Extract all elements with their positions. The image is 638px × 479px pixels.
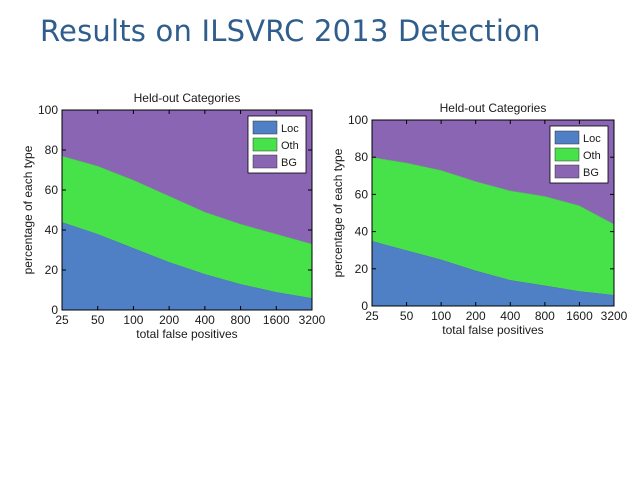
area-loc (62, 222, 312, 310)
legend-swatch-loc (554, 130, 580, 145)
y-tick-label: 0 (51, 303, 58, 317)
x-tick-label: 3200 (299, 313, 326, 327)
y-axis-label: percentage of each type (331, 148, 345, 277)
x-tick-label: 100 (123, 313, 143, 327)
x-tick-label: 50 (91, 313, 105, 327)
plot-frame (371, 119, 615, 307)
x-tick-label: 100 (431, 309, 451, 323)
x-tick-label: 400 (195, 313, 215, 327)
slide-title: Results on ILSVRC 2013 Detection (40, 14, 541, 48)
x-tick-label: 200 (159, 313, 179, 327)
legend-label-bg: BG (281, 157, 297, 169)
legend-swatch-oth (554, 147, 580, 162)
x-tick-label: 400 (500, 309, 520, 323)
y-tick-label: 80 (45, 143, 59, 157)
x-tick-label: 800 (535, 309, 555, 323)
legend-label-loc: Loc (583, 133, 601, 145)
x-tick-label: 25 (365, 309, 379, 323)
area-oth (62, 156, 312, 298)
x-axis-label: total false positives (136, 327, 237, 341)
x-tick-label: 3200 (601, 309, 628, 323)
chart-title: Held-out Categories (440, 101, 547, 115)
legend-swatch-oth (252, 137, 278, 152)
x-tick-label: 1600 (263, 313, 290, 327)
y-tick-label: 20 (45, 263, 59, 277)
x-tick-label: 25 (55, 313, 69, 327)
legend-label-bg: BG (583, 167, 599, 179)
y-tick-label: 60 (355, 187, 369, 201)
legend: Loc Oth BG (247, 115, 307, 174)
legend-label-oth: Oth (281, 140, 299, 152)
stacked-area-chart-left: 0 20 40 60 80 100 25 50 100 200 400 800 1600 3200 Held… (21, 91, 326, 341)
y-tick-label: 0 (361, 299, 368, 313)
y-tick-label: 80 (355, 150, 369, 164)
y-tick-label: 20 (355, 262, 369, 276)
y-tick-label: 40 (355, 225, 369, 239)
x-tick-label: 200 (466, 309, 486, 323)
plot-frame (61, 109, 313, 311)
x-tick-label: 50 (400, 309, 414, 323)
y-tick-label: 100 (348, 113, 368, 127)
chart-title: Held-out Categories (134, 91, 241, 105)
area-loc (372, 240, 614, 306)
y-tick-label: 100 (38, 103, 58, 117)
legend-swatch-loc (252, 120, 278, 135)
x-axis-label: total false positives (442, 323, 543, 337)
legend-swatch-bg (252, 154, 278, 169)
x-tick-label: 1600 (566, 309, 593, 323)
legend: Loc Oth BG (549, 125, 609, 184)
legend-swatch-bg (554, 164, 580, 179)
y-tick-label: 60 (45, 183, 59, 197)
legend-label-loc: Loc (281, 123, 299, 135)
legend-label-oth: Oth (583, 150, 601, 162)
stacked-area-chart-right: 0 20 40 60 80 100 25 50 100 200 400 800 1600 3200 Held… (331, 101, 628, 337)
y-tick-label: 40 (45, 223, 59, 237)
y-axis-label: percentage of each type (21, 145, 35, 274)
x-tick-label: 800 (231, 313, 251, 327)
area-oth (372, 157, 614, 295)
